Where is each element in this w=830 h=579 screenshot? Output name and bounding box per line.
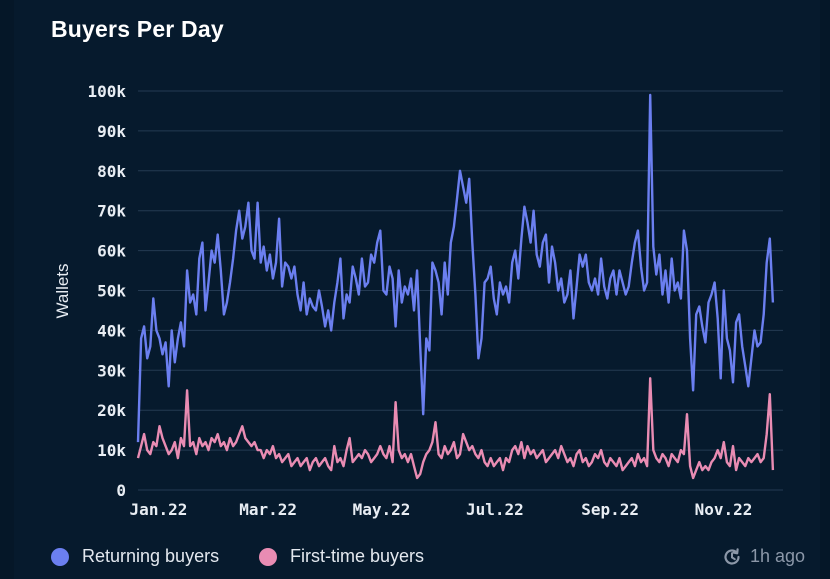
legend-returning: Returning buyers — [51, 546, 219, 567]
y-tick-label: 80k — [97, 162, 126, 181]
series-lines — [136, 93, 775, 480]
refresh-clock-icon — [724, 547, 740, 565]
y-tick-label: 40k — [97, 321, 126, 340]
legend-returning-label: Returning buyers — [82, 546, 220, 566]
returning-buyers-dot — [51, 547, 69, 566]
x-tick-label: Mar.22 — [239, 500, 297, 519]
y-tick-label: 70k — [97, 202, 126, 221]
returning-buyers-line — [136, 93, 775, 443]
last-updated-text: 1h ago — [749, 546, 805, 566]
x-tick-label: Jul.22 — [466, 500, 524, 519]
y-axis-label: Wallets — [53, 263, 72, 318]
y-axis-ticks: 0 10k 20k 30k 40k 50k 60k 70k 80k 90k 100k — [87, 82, 126, 500]
y-tick-label: 50k — [97, 282, 126, 301]
last-updated[interactable]: 1h ago — [722, 546, 805, 567]
y-tick-label: 20k — [97, 401, 126, 420]
y-tick-label: 100k — [87, 82, 126, 101]
x-tick-label: Nov.22 — [695, 500, 753, 519]
y-tick-label: 10k — [97, 441, 126, 460]
x-tick-label: Sep.22 — [581, 500, 639, 519]
legend-first-time-label: First-time buyers — [290, 546, 425, 566]
grid-lines — [138, 90, 783, 491]
x-axis-ticks: Jan.22 Mar.22 May.22 Jul.22 Sep.22 Nov.22 — [130, 500, 753, 519]
y-tick-label: 30k — [97, 361, 126, 380]
y-tick-label: 90k — [97, 122, 126, 141]
x-tick-label: Jan.22 — [130, 500, 188, 519]
first-time-buyers-line — [136, 377, 775, 480]
y-tick-label: 0 — [116, 481, 126, 500]
first-time-buyers-dot — [259, 547, 277, 566]
x-tick-label: May.22 — [353, 500, 411, 519]
legend-first-time: First-time buyers — [259, 546, 424, 567]
y-tick-label: 60k — [97, 242, 126, 261]
chart-title: Buyers Per Day — [51, 16, 224, 42]
